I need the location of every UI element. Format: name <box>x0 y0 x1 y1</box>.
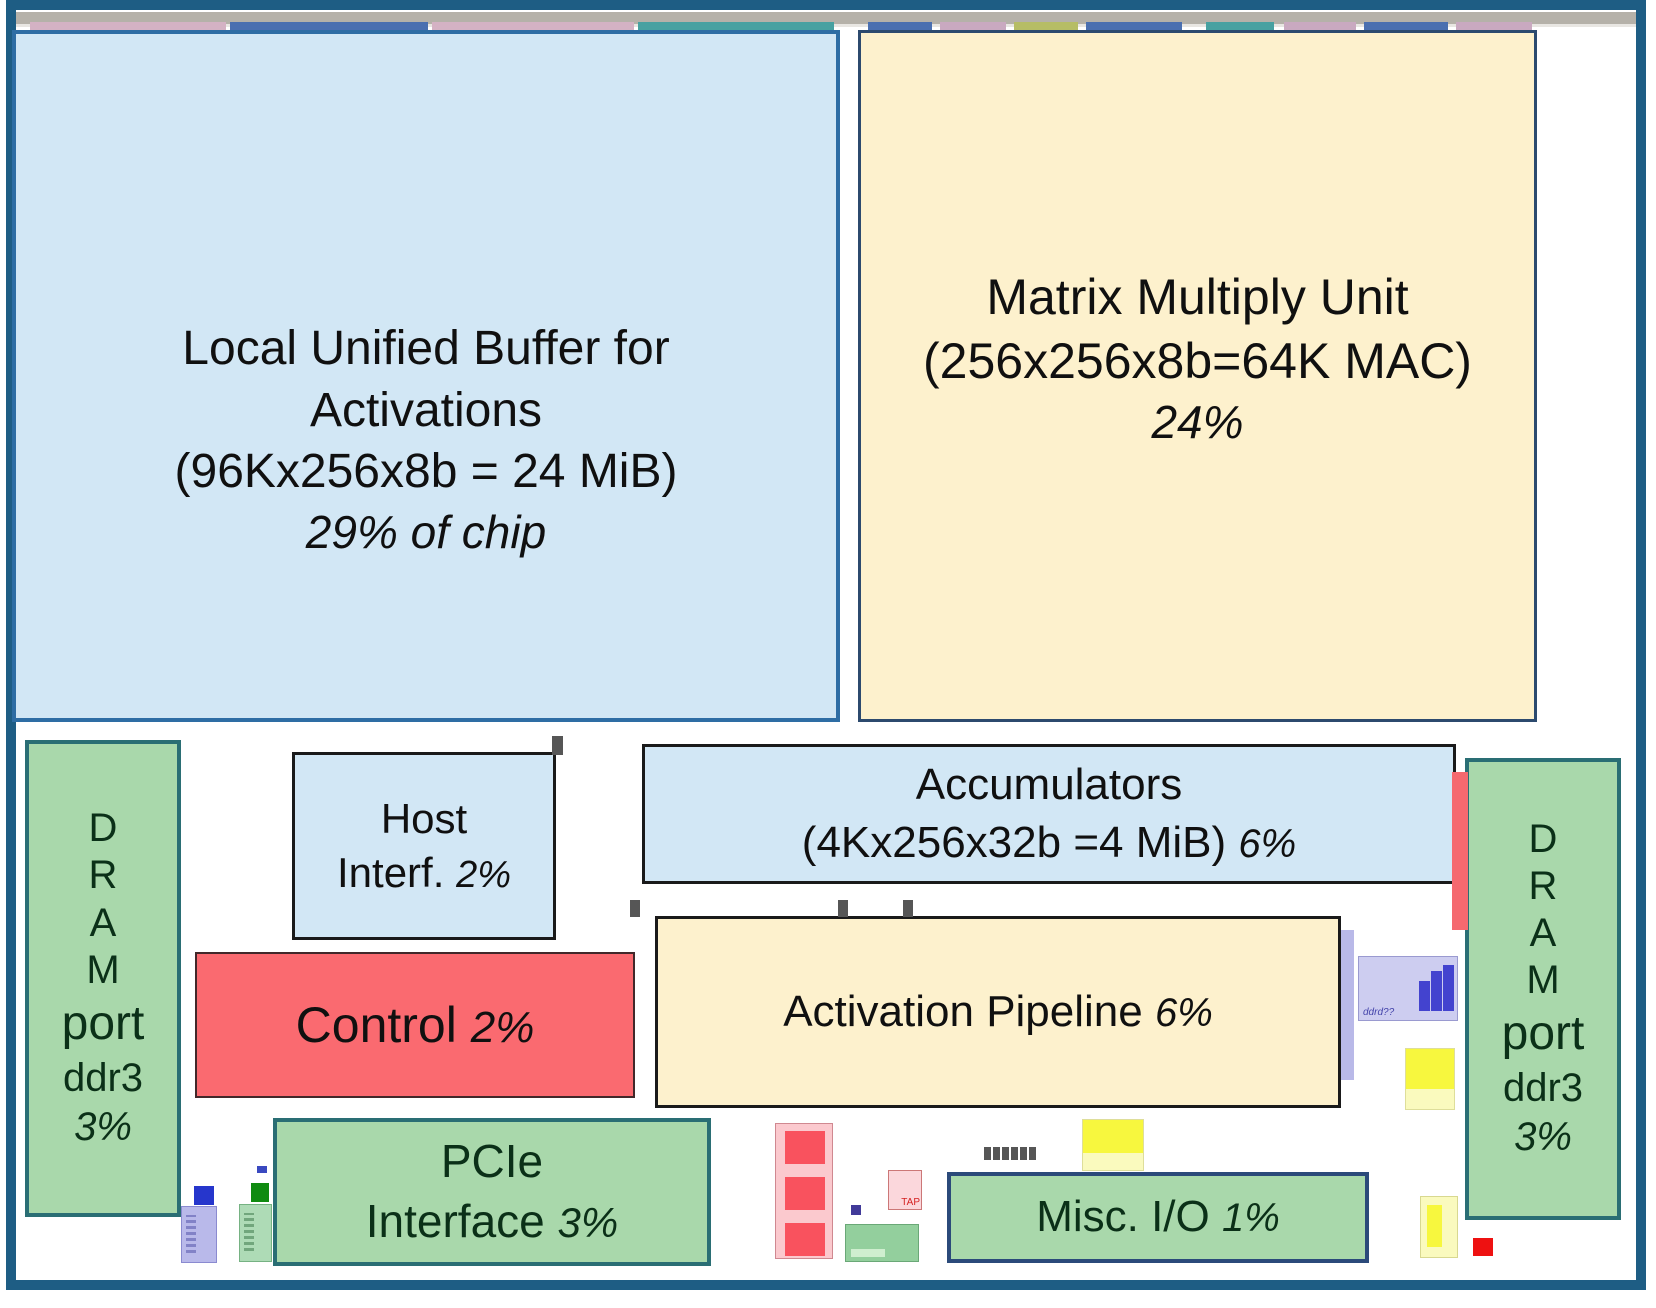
dram-right-letter: R <box>1528 863 1558 908</box>
activation-pipeline-label: Activation Pipeline <box>783 986 1143 1036</box>
die-artifact-lavender-strip <box>1341 930 1354 1080</box>
io-pad-tab <box>940 22 1006 33</box>
die-artifact-yellow-macro <box>1405 1048 1455 1110</box>
bar-icon <box>1431 971 1442 1011</box>
unified-buffer-block: Local Unified Buffer for Activations (96… <box>12 30 840 722</box>
activation-pipeline-block: Activation Pipeline 6% <box>655 916 1341 1108</box>
pcie-label-line2: Interface 3% <box>365 1195 619 1247</box>
dram-left-letter: D <box>88 806 118 851</box>
accumulators-label-line1: Accumulators <box>915 759 1183 809</box>
unified-buffer-label-line1: Local Unified Buffer for <box>182 322 670 376</box>
ddr-macro-label: ddrd?? <box>1363 1007 1395 1018</box>
io-pad-tab <box>1456 22 1532 33</box>
die-artifact-blue-dash <box>257 1166 267 1173</box>
bar-icon <box>1443 965 1454 1011</box>
io-pad-tab <box>30 22 226 33</box>
mmu-label-line1: Matrix Multiply Unit <box>986 268 1409 325</box>
mmu-label-line2: (256x256x8b=64K MAC) <box>923 332 1472 389</box>
io-pad-tab <box>1364 22 1448 33</box>
dram-right-type: ddr3 <box>1502 1066 1584 1111</box>
pcie-percent: 3% <box>557 1199 619 1246</box>
dram-left-letter: M <box>86 947 120 992</box>
dram-right-letter: M <box>1526 958 1560 1003</box>
die-artifact-green-vial <box>239 1204 272 1262</box>
accumulators-label-line2: (4Kx256x32b =4 MiB) 6% <box>801 818 1297 867</box>
io-pad-tab <box>230 22 428 33</box>
host-interface-block: Host Interf. 2% <box>292 752 556 940</box>
mmu-percent: 24% <box>1151 395 1244 448</box>
die-artifact-green-macro <box>845 1224 919 1262</box>
io-pad-tab <box>1086 22 1182 33</box>
die-mark <box>552 736 563 755</box>
accumulators-block: Accumulators (4Kx256x32b =4 MiB) 6% <box>642 744 1456 884</box>
dram-left-percent: 3% <box>74 1104 132 1149</box>
die-artifact-pad-dashes <box>984 1147 1036 1160</box>
dram-left-letter: A <box>89 900 117 945</box>
control-percent: 2% <box>470 1003 535 1052</box>
die-artifact-blue-macro <box>181 1206 217 1263</box>
misc-io-block: Misc. I/O 1% <box>947 1172 1369 1263</box>
die-artifact-ddr-macro: ddrd?? <box>1358 956 1458 1021</box>
accumulators-percent: 6% <box>1238 822 1297 866</box>
dram-right-letter: D <box>1528 816 1558 861</box>
control-label: Control <box>295 997 457 1053</box>
unified-buffer-percent: 29% of chip <box>305 505 547 558</box>
dram-right-word: port <box>1501 1007 1585 1061</box>
pcie-label-line1: PCIe <box>440 1135 544 1188</box>
dram-left-word: port <box>61 996 145 1050</box>
io-pad-tab <box>432 22 634 33</box>
misc-io-percent: 1% <box>1221 1196 1280 1241</box>
io-pad-tab <box>1206 22 1274 33</box>
activation-pipeline-percent: 6% <box>1154 990 1213 1035</box>
die-mark <box>838 900 848 917</box>
control-block: Control 2% <box>195 952 635 1098</box>
bar-icon <box>1419 981 1430 1011</box>
tap-label: TAP <box>901 1197 920 1208</box>
die-artifact-red-strip <box>1452 772 1468 930</box>
host-interface-label-line1: Host <box>380 795 468 843</box>
die-mark <box>903 900 913 917</box>
dram-right-letter: A <box>1529 911 1557 955</box>
misc-io-label: Misc. I/O <box>1036 1192 1210 1242</box>
host-interface-label-line2: Interf. 2% <box>337 849 511 896</box>
die-artifact-green-cap <box>251 1183 269 1202</box>
io-pad-tab <box>868 22 932 33</box>
host-interface-percent: 2% <box>456 854 511 896</box>
die-artifact-yellow-macro <box>1082 1119 1144 1171</box>
die-artifact-red-square <box>1473 1238 1493 1256</box>
die-artifact-purple-dot <box>851 1205 861 1215</box>
unified-buffer-label-line2: Activations <box>309 383 543 437</box>
die-mark <box>630 900 640 917</box>
unified-buffer-label-line3: (96Kx256x8b = 24 MiB) <box>174 445 678 499</box>
io-pad-tab <box>638 22 834 33</box>
dram-right-percent: 3% <box>1514 1115 1572 1160</box>
dram-left-type: ddr3 <box>62 1055 144 1100</box>
die-artifact-tap-macro: TAP <box>888 1170 922 1210</box>
pcie-interface-block: PCIe Interface 3% <box>273 1118 711 1266</box>
dram-port-left-block: D R A M port ddr3 3% <box>25 740 181 1217</box>
matrix-multiply-unit-block: Matrix Multiply Unit (256x256x8b=64K MAC… <box>858 30 1537 722</box>
io-pad-tab <box>1014 22 1078 33</box>
dram-left-letter: R <box>88 853 118 898</box>
die-artifact-red-block-column <box>775 1123 833 1259</box>
die-artifact-blue-cap <box>194 1186 214 1205</box>
dram-port-right-block: D R A M port ddr3 3% <box>1465 758 1621 1220</box>
die-artifact-yellow-macro <box>1420 1196 1458 1258</box>
io-pad-tab <box>1284 22 1356 33</box>
